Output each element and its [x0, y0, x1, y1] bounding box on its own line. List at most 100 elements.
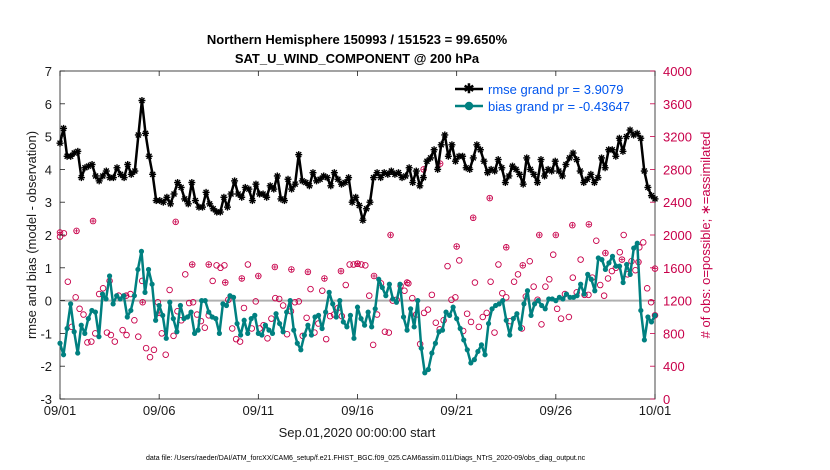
legend-rmse-marker: ✱ [464, 81, 475, 96]
series-point [425, 366, 431, 373]
star-stroke [488, 166, 495, 173]
obs-assimilated-cross [256, 274, 261, 278]
series-point [78, 322, 84, 328]
series-point [326, 289, 332, 295]
series-point [291, 327, 297, 333]
series-point [558, 172, 566, 180]
series-point [637, 134, 645, 142]
star-stroke [78, 174, 85, 181]
obs-possible-marker [123, 331, 130, 339]
series-point [337, 298, 343, 304]
star-stroke [609, 146, 616, 153]
series-point [468, 360, 474, 366]
obs-possible-marker [495, 261, 502, 268]
obs-assimilated-cross [289, 267, 294, 272]
series-point [640, 167, 648, 175]
series-point [419, 174, 427, 182]
series-point [323, 309, 329, 315]
star-stroke [124, 161, 131, 168]
obs-possible-marker [107, 331, 115, 339]
series-point [238, 332, 244, 338]
obs-assimilated-marker [321, 275, 328, 282]
star-stroke [114, 164, 121, 171]
obs-assimilated-marker [354, 260, 361, 267]
series-point [590, 179, 598, 187]
series-point [305, 322, 311, 328]
star-stroke [320, 172, 327, 179]
star-stroke [520, 181, 527, 188]
star-stroke [616, 135, 623, 142]
obs-assimilated-marker [469, 214, 477, 222]
star-stroke [416, 182, 423, 189]
obs-possible-marker [142, 344, 150, 352]
obs-possible-marker [72, 294, 79, 301]
series-point [156, 302, 162, 309]
series-point [578, 281, 584, 287]
y-tick-label-left: 5 [45, 130, 52, 145]
series-point [638, 307, 644, 314]
series-point [131, 293, 137, 299]
series-point [163, 193, 171, 201]
obs-possible-marker [420, 309, 428, 317]
star-stroke [420, 174, 427, 181]
series-point [454, 316, 460, 322]
star-stroke [644, 184, 651, 191]
star-stroke [548, 168, 555, 175]
star-stroke [612, 153, 619, 160]
obs-assimilated-cross [570, 223, 575, 228]
obs-assimilated-cross [223, 280, 228, 285]
series-point [64, 325, 70, 332]
star-stroke [463, 164, 470, 171]
series-point [188, 309, 194, 315]
x-axis-label: Sep.01,2020 00:00:00 start [279, 425, 436, 440]
series-point [298, 347, 304, 353]
star-stroke [366, 199, 373, 206]
star-stroke [587, 171, 594, 178]
series-point [188, 179, 196, 187]
series-point [631, 245, 637, 251]
obs-possible-marker [264, 335, 271, 342]
obs-assimilated-marker [172, 218, 179, 226]
star-stroke [210, 205, 217, 212]
series-point [476, 146, 484, 154]
x-tick-label: 09/11 [243, 403, 275, 418]
obs-assimilated-marker [288, 266, 295, 273]
series-point [553, 298, 559, 304]
star-stroke [342, 179, 349, 186]
series-point [206, 309, 212, 315]
series-point [259, 332, 265, 338]
obs-possible-marker [135, 333, 142, 340]
series-point [633, 129, 641, 137]
series-point [177, 302, 184, 309]
star-stroke [121, 174, 128, 181]
series-point [409, 179, 417, 187]
obs-assimilated-cross [653, 266, 657, 271]
series-point [68, 301, 74, 307]
series-point [644, 183, 652, 191]
star-stroke [402, 172, 409, 179]
star-stroke [434, 166, 441, 173]
series-point [114, 293, 120, 299]
star-stroke [602, 164, 609, 171]
series-point [245, 185, 253, 193]
series-point [408, 306, 414, 312]
x-tick-label: 09/16 [341, 403, 374, 418]
star-stroke [445, 153, 452, 160]
obs-possible-marker [596, 281, 604, 289]
series-point [494, 156, 502, 164]
obs-possible-marker [326, 312, 334, 320]
series-point [496, 301, 502, 307]
star-stroke [217, 209, 224, 216]
obs-possible-marker [342, 281, 350, 289]
star-stroke [277, 195, 284, 202]
series-point [153, 317, 159, 323]
y-tick-label-left: -3 [40, 392, 52, 407]
y-tick-label-right: 3200 [663, 130, 692, 145]
star-stroke [634, 130, 641, 137]
star-stroke [652, 195, 658, 202]
series-point [641, 337, 647, 343]
x-tick-label: 09/21 [440, 403, 473, 418]
series-point [443, 309, 449, 315]
y-tick-label-right: 1600 [663, 261, 692, 276]
star-stroke [370, 174, 377, 181]
